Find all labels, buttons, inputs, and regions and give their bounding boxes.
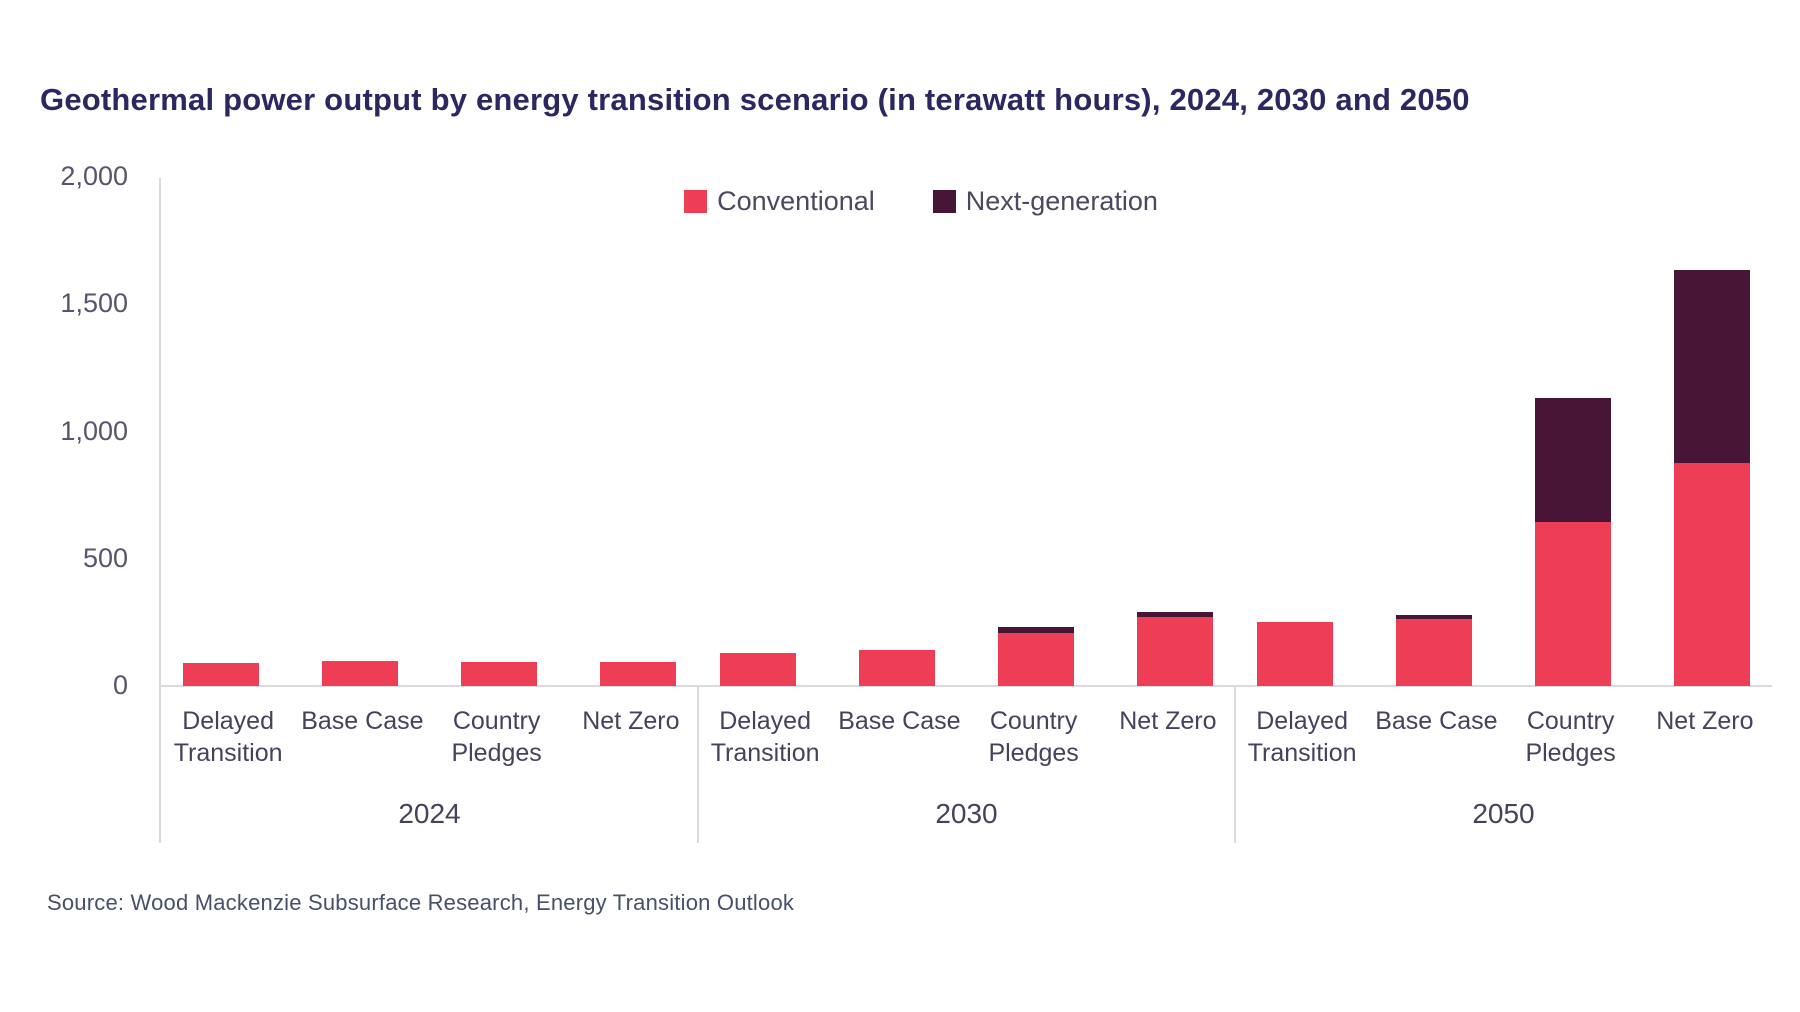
category-label: Base Case bbox=[301, 707, 424, 735]
segment-next-generation bbox=[998, 627, 1074, 633]
bar-2024-base-case bbox=[322, 660, 398, 686]
category-label: Base Case bbox=[1375, 707, 1498, 735]
category-label: Delayed Transition bbox=[710, 707, 820, 767]
category-label: Country Pledges bbox=[988, 707, 1079, 767]
x-axis-line bbox=[159, 685, 1772, 687]
label-group-2050: Delayed Transition Base Case Country Pledg… bbox=[1235, 705, 1772, 769]
segment-next-generation bbox=[1396, 614, 1472, 619]
segment-conventional bbox=[600, 661, 676, 686]
segment-conventional bbox=[183, 663, 259, 686]
segment-conventional bbox=[461, 661, 537, 686]
bar-group-2050 bbox=[1235, 177, 1772, 686]
segment-conventional bbox=[998, 632, 1074, 686]
bars-region bbox=[161, 177, 1772, 686]
chart-title: Geothermal power output by energy transi… bbox=[40, 82, 1470, 117]
bar-2050-base-case bbox=[1396, 614, 1472, 686]
year-label-2024: 2024 bbox=[398, 798, 461, 829]
bar-2050-net-zero bbox=[1674, 269, 1750, 686]
source-line: Source: Wood Mackenzie Subsurface Resear… bbox=[47, 890, 795, 915]
legend-label-conventional: Conventional bbox=[717, 186, 875, 216]
bar-2024-country-pledges bbox=[461, 661, 537, 686]
label-group-2030: Delayed Transition Base Case Country Pledg… bbox=[698, 705, 1235, 769]
y-tick-2000: 2,000 bbox=[60, 161, 128, 191]
category-label: Country Pledges bbox=[451, 707, 542, 767]
segment-conventional bbox=[1396, 618, 1472, 686]
next-generation-swatch-icon bbox=[932, 190, 956, 213]
segment-conventional bbox=[1137, 617, 1213, 686]
segment-conventional bbox=[859, 650, 935, 686]
bar-2030-net-zero bbox=[1137, 612, 1213, 686]
legend-item-next-generation: Next-generation bbox=[932, 186, 1158, 217]
category-label: Delayed Transition bbox=[1247, 707, 1357, 767]
segment-conventional bbox=[1257, 622, 1333, 686]
category-label: Delayed Transition bbox=[173, 707, 283, 767]
bar-2030-delayed-transition bbox=[720, 652, 796, 686]
category-label: Net Zero bbox=[1656, 707, 1754, 735]
segment-conventional bbox=[322, 660, 398, 686]
legend-label-next-generation: Next-generation bbox=[965, 186, 1158, 216]
bar-2050-delayed-transition bbox=[1257, 622, 1333, 686]
segment-conventional bbox=[1535, 521, 1611, 686]
segment-conventional bbox=[720, 652, 796, 686]
category-label: Net Zero bbox=[582, 707, 680, 735]
category-label: Base Case bbox=[838, 707, 961, 735]
y-axis-line bbox=[159, 178, 161, 843]
year-label-2050: 2050 bbox=[1472, 798, 1535, 829]
bar-2024-delayed-transition bbox=[183, 663, 259, 686]
legend-item-conventional: Conventional bbox=[684, 186, 875, 217]
segment-next-generation bbox=[1674, 269, 1750, 464]
labels-region: Delayed Transition Base Case Country Pledg… bbox=[161, 705, 1772, 769]
bar-2030-base-case bbox=[859, 650, 935, 686]
label-group-2024: Delayed Transition Base Case Country Pledg… bbox=[161, 705, 698, 769]
y-tick-1500: 1,500 bbox=[60, 288, 128, 318]
bar-2024-net-zero bbox=[600, 661, 676, 686]
segment-next-generation bbox=[1137, 612, 1213, 618]
category-label: Country Pledges bbox=[1525, 707, 1616, 767]
bar-2030-country-pledges bbox=[998, 627, 1074, 686]
bar-group-2030 bbox=[698, 177, 1235, 686]
category-label: Net Zero bbox=[1119, 707, 1217, 735]
years-region: 2024 2030 2050 bbox=[161, 798, 1772, 830]
legend: Conventional Next-generation bbox=[115, 186, 1727, 217]
y-tick-1000: 1,000 bbox=[60, 416, 128, 446]
segment-next-generation bbox=[1535, 398, 1611, 522]
year-label-2030: 2030 bbox=[935, 798, 998, 829]
bar-group-2024 bbox=[161, 177, 698, 686]
bar-2050-country-pledges bbox=[1535, 398, 1611, 686]
conventional-swatch-icon bbox=[684, 190, 708, 213]
group-divider-2024-2030 bbox=[697, 687, 699, 843]
group-divider-2030-2050 bbox=[1234, 687, 1236, 843]
y-tick-500: 500 bbox=[82, 543, 128, 573]
segment-conventional bbox=[1674, 463, 1750, 686]
y-tick-0: 0 bbox=[112, 670, 128, 700]
